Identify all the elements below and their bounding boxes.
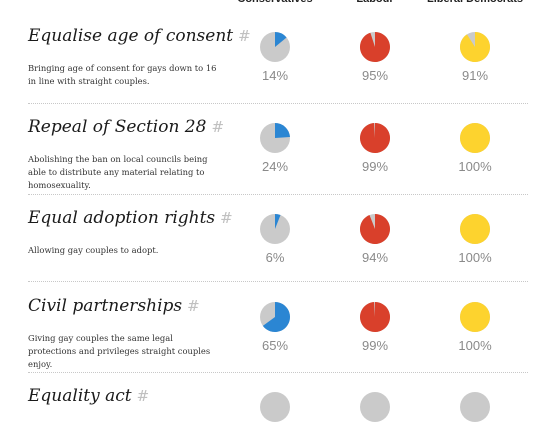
permalink-hash[interactable]: # [220, 209, 233, 227]
pie-slice-conservatives [275, 32, 287, 47]
row-title: Equal adoption rights # [28, 208, 233, 228]
pie-chart [260, 32, 290, 62]
pie-cell-conservatives: 14% [235, 31, 315, 83]
pie-chart [360, 123, 391, 153]
pie-base [260, 392, 290, 422]
pie-cell-conservatives: 6% [235, 213, 315, 265]
pie-chart [260, 123, 290, 153]
party-header-conservatives: Conservatives [237, 0, 312, 5]
row-title-text: Repeal of Section 28 [28, 117, 207, 137]
row-title-text: Civil partnerships [28, 296, 183, 316]
pie-slice-liberal-democrats [460, 214, 490, 244]
pie-slice-labour [360, 123, 391, 153]
row-description: Giving gay couples the same legal protec… [28, 333, 211, 369]
row-description: Allowing gay couples to adopt. [28, 245, 159, 255]
pie-slice-conservatives [275, 123, 290, 138]
pie-chart [359, 32, 390, 62]
pie-chart [360, 302, 391, 332]
pie-base [360, 392, 390, 422]
pie-value-label: 100% [458, 159, 492, 174]
pie-value-label: 95% [361, 68, 389, 83]
pie-cell-liberal-democrats: 91% [435, 31, 515, 83]
pie-cell-liberal-democrats: 100% [435, 301, 515, 353]
pie-cell-labour: 94% [335, 213, 415, 265]
row-title-text: Equal adoption rights [28, 208, 216, 228]
pie-chart [260, 214, 290, 244]
pie-slice-labour [359, 32, 390, 62]
pie-value-label: 6% [265, 250, 285, 265]
pie-cell-conservatives: 24% [235, 122, 315, 174]
pie-chart [460, 123, 490, 153]
pie-value-label: 100% [458, 338, 492, 353]
pie-cell-liberal-democrats: 100% [435, 213, 515, 265]
pie-slice-labour [360, 302, 391, 332]
permalink-hash[interactable]: # [187, 297, 200, 315]
pie-slice-liberal-democrats [460, 123, 490, 153]
row-description: Abolishing the ban on local councils bei… [28, 154, 208, 190]
pie-chart [460, 392, 490, 422]
pie-value-label: 94% [361, 250, 389, 265]
pie-slice-conservatives [262, 302, 290, 332]
pie-value-label: 65% [261, 338, 289, 353]
row-title: Equality act # [28, 386, 149, 406]
pie-slice-liberal-democrats [460, 32, 491, 62]
pie-cell-labour [335, 391, 415, 428]
pie-value-label: 99% [361, 159, 389, 174]
pie-chart [460, 302, 490, 332]
pie-cell-liberal-democrats [435, 391, 515, 428]
pie-slice-conservatives [275, 214, 281, 229]
row-title: Equalise age of consent # [28, 26, 251, 46]
row-divider [28, 281, 528, 282]
permalink-hash[interactable]: # [136, 387, 150, 405]
pie-chart [359, 214, 390, 244]
row-title-text: Equalise age of consent [28, 26, 234, 46]
pie-cell-labour: 95% [335, 31, 415, 83]
pie-value-label: 100% [458, 250, 492, 265]
pie-value-label: 24% [261, 159, 289, 174]
pie-chart [460, 32, 491, 62]
permalink-hash[interactable]: # [211, 118, 225, 136]
pie-cell-conservatives: 65% [235, 301, 315, 353]
row-title: Civil partnerships # [28, 296, 200, 316]
pie-value-label: 99% [361, 338, 389, 353]
pie-value-label: 91% [461, 68, 489, 83]
row-divider [28, 372, 528, 373]
row-divider [28, 103, 528, 104]
pie-chart [460, 214, 490, 244]
permalink-hash[interactable]: # [238, 27, 251, 45]
pie-slice-liberal-democrats [460, 302, 490, 332]
pie-cell-conservatives [235, 391, 315, 428]
row-divider [28, 194, 528, 195]
party-header-liberal-democrats: Liberal Democrats [427, 0, 523, 5]
pie-value-label: 14% [261, 68, 289, 83]
pie-chart [260, 392, 290, 422]
pie-base [460, 392, 490, 422]
pie-cell-liberal-democrats: 100% [435, 122, 515, 174]
pie-chart [360, 392, 390, 422]
row-description: Bringing age of consent for gays down to… [28, 63, 217, 86]
row-title: Repeal of Section 28 # [28, 117, 224, 137]
row-title-text: Equality act [28, 386, 132, 406]
pie-cell-labour: 99% [335, 301, 415, 353]
party-header-labour: Labour [356, 0, 393, 5]
pie-cell-labour: 99% [335, 122, 415, 174]
pie-chart [260, 302, 290, 332]
pie-slice-labour [359, 214, 390, 244]
